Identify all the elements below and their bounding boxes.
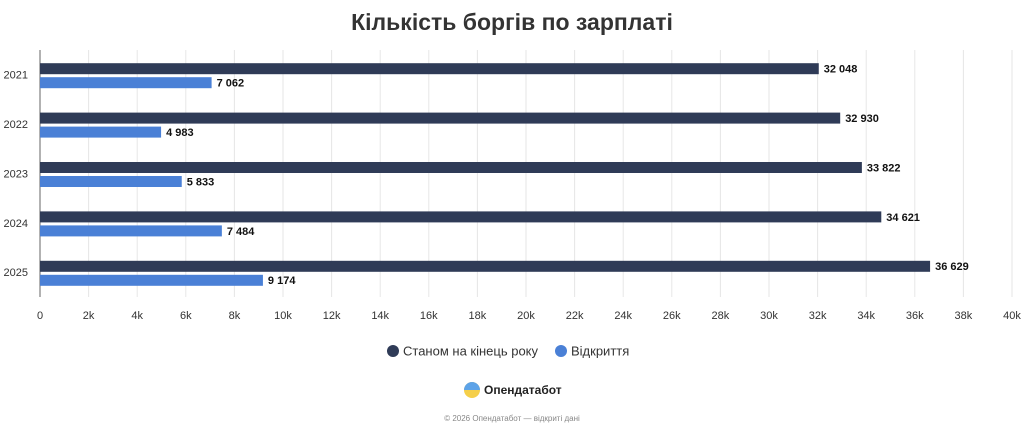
x-tick-label: 14k: [371, 310, 389, 322]
brand-logo-top: [464, 382, 480, 390]
x-tick-label: 22k: [566, 310, 584, 322]
chart-title: Кількість боргів по зарплаті: [351, 9, 673, 35]
value-label: 9 174: [268, 275, 296, 287]
value-label: 32 048: [824, 64, 858, 76]
value-label: 32 930: [845, 113, 879, 125]
bar: [40, 126, 162, 138]
y-tick-label: 2022: [4, 119, 28, 131]
footer: © 2026 Опендатабот — відкриті дані: [444, 414, 580, 423]
x-tick-label: 30k: [760, 310, 778, 322]
value-label: 34 621: [886, 212, 920, 224]
y-tick-label: 2021: [4, 70, 28, 82]
legend-label: Відкриття: [571, 343, 629, 358]
value-label: 33 822: [867, 162, 901, 174]
bar: [40, 274, 263, 286]
x-tick-label: 40k: [1003, 310, 1021, 322]
bar: [40, 112, 841, 124]
x-tick-label: 8k: [229, 310, 241, 322]
x-tick-label: 16k: [420, 310, 438, 322]
x-tick-label: 36k: [906, 310, 924, 322]
x-tick-label: 6k: [180, 310, 192, 322]
x-tick-label: 26k: [663, 310, 681, 322]
value-label: 5 833: [187, 176, 215, 188]
x-tick-label: 2k: [83, 310, 95, 322]
legend-label: Станом на кінець року: [403, 343, 539, 358]
x-tick-label: 28k: [712, 310, 730, 322]
bar: [40, 211, 882, 223]
bar: [40, 77, 212, 89]
y-tick-label: 2024: [4, 218, 28, 230]
x-tick-label: 0: [37, 310, 43, 322]
bar: [40, 260, 931, 272]
x-tick-label: 32k: [809, 310, 827, 322]
bar: [40, 176, 182, 187]
x-tick-label: 18k: [469, 310, 487, 322]
value-label: 7 484: [227, 226, 255, 238]
x-tick-label: 4k: [131, 310, 143, 322]
value-label: 36 629: [935, 261, 969, 273]
value-label: 4 983: [166, 127, 194, 139]
x-tick-label: 38k: [955, 310, 973, 322]
legend-marker: [555, 345, 567, 357]
y-tick-label: 2025: [4, 267, 28, 279]
x-tick-label: 20k: [517, 310, 535, 322]
value-label: 7 062: [217, 78, 245, 90]
bar: [40, 225, 222, 237]
bar: [40, 162, 862, 173]
x-tick-label: 10k: [274, 310, 292, 322]
legend-marker: [387, 345, 399, 357]
x-tick-label: 34k: [857, 310, 875, 322]
bar: [40, 63, 819, 75]
x-tick-label: 24k: [614, 310, 632, 322]
y-tick-label: 2023: [4, 168, 28, 180]
x-tick-label: 12k: [323, 310, 341, 322]
brand-name: Опендатабот: [484, 383, 562, 397]
